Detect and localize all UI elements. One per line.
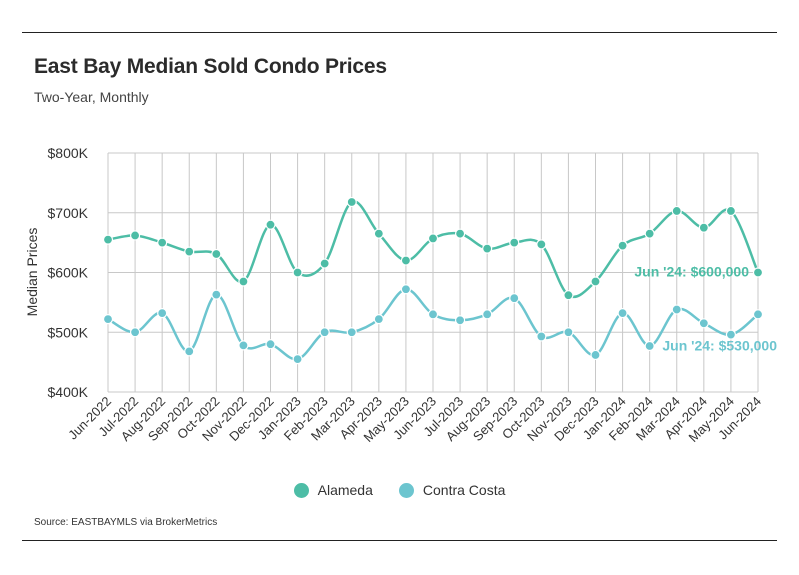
data-point-alameda bbox=[157, 237, 168, 248]
y-tick-label: $600K bbox=[48, 265, 89, 281]
data-point-alameda bbox=[725, 205, 737, 217]
data-point-contra-costa bbox=[698, 318, 709, 329]
y-tick-label: $400K bbox=[48, 384, 89, 400]
data-point-alameda bbox=[400, 255, 412, 266]
data-point-contra-costa bbox=[265, 339, 276, 350]
top-rule bbox=[22, 32, 777, 33]
data-point-contra-costa bbox=[427, 309, 439, 320]
data-point-contra-costa bbox=[373, 314, 384, 325]
data-point-alameda bbox=[536, 239, 547, 250]
data-point-contra-costa bbox=[319, 327, 330, 338]
data-point-contra-costa bbox=[157, 308, 168, 319]
data-point-alameda bbox=[211, 248, 222, 260]
data-point-contra-costa bbox=[400, 284, 412, 295]
y-axis-label: Median Prices bbox=[24, 228, 40, 317]
legend-item-contra-costa[interactable]: Contra Costa bbox=[398, 482, 506, 498]
legend-swatch-contra-costa bbox=[398, 482, 414, 498]
data-point-alameda bbox=[617, 240, 628, 251]
data-point-contra-costa bbox=[671, 304, 682, 315]
data-point-alameda bbox=[509, 237, 520, 248]
data-point-alameda bbox=[752, 267, 764, 278]
chart-subtitle: Two-Year, Monthly bbox=[34, 89, 149, 105]
chart-title: East Bay Median Sold Condo Prices bbox=[34, 55, 387, 78]
annotation-contra-costa: Jun '24: $530,000 bbox=[662, 337, 777, 353]
data-point-contra-costa bbox=[509, 293, 520, 304]
data-point-contra-costa bbox=[563, 327, 574, 338]
data-point-contra-costa bbox=[211, 289, 222, 300]
data-point-alameda bbox=[373, 228, 384, 239]
data-point-alameda bbox=[644, 228, 655, 239]
data-point-alameda bbox=[454, 228, 466, 239]
legend-swatch-alameda bbox=[293, 482, 309, 498]
data-point-contra-costa bbox=[752, 309, 764, 320]
data-point-alameda bbox=[427, 233, 439, 244]
data-point-contra-costa bbox=[102, 314, 114, 325]
data-point-contra-costa bbox=[482, 309, 493, 320]
data-point-contra-costa bbox=[292, 354, 303, 365]
data-point-contra-costa bbox=[184, 346, 195, 357]
legend-label-contra-costa: Contra Costa bbox=[422, 482, 506, 498]
data-point-contra-costa bbox=[644, 340, 655, 352]
data-point-contra-costa bbox=[454, 315, 466, 326]
data-point-alameda bbox=[265, 219, 276, 230]
legend-label-alameda: Alameda bbox=[317, 482, 373, 498]
data-point-alameda bbox=[482, 243, 493, 254]
data-point-alameda bbox=[563, 290, 574, 301]
data-point-contra-costa bbox=[238, 340, 249, 351]
data-point-alameda bbox=[319, 258, 330, 269]
data-point-contra-costa bbox=[590, 349, 601, 361]
data-point-contra-costa bbox=[346, 327, 357, 338]
data-point-alameda bbox=[292, 267, 303, 278]
source-note: Source: EASTBAYMLS via BrokerMetrics bbox=[34, 517, 218, 528]
data-point-contra-costa bbox=[536, 331, 547, 342]
bottom-rule bbox=[22, 540, 777, 541]
data-point-alameda bbox=[346, 196, 357, 208]
data-point-alameda bbox=[671, 205, 682, 217]
y-tick-label: $500K bbox=[48, 324, 89, 340]
legend-item-alameda[interactable]: Alameda bbox=[293, 482, 373, 498]
annotation-alameda: Jun '24: $600,000 bbox=[634, 264, 749, 280]
data-point-alameda bbox=[129, 230, 141, 241]
data-point-alameda bbox=[184, 246, 195, 257]
data-point-alameda bbox=[698, 222, 709, 233]
data-point-alameda bbox=[590, 276, 601, 287]
y-tick-label: $800K bbox=[48, 145, 89, 161]
legend: Alameda Contra Costa bbox=[0, 482, 799, 498]
data-point-contra-costa bbox=[129, 327, 141, 338]
data-point-alameda bbox=[102, 234, 114, 245]
y-tick-label: $700K bbox=[48, 205, 89, 221]
data-point-contra-costa bbox=[617, 308, 628, 319]
data-point-alameda bbox=[238, 276, 249, 287]
data-point-contra-costa bbox=[725, 329, 737, 340]
